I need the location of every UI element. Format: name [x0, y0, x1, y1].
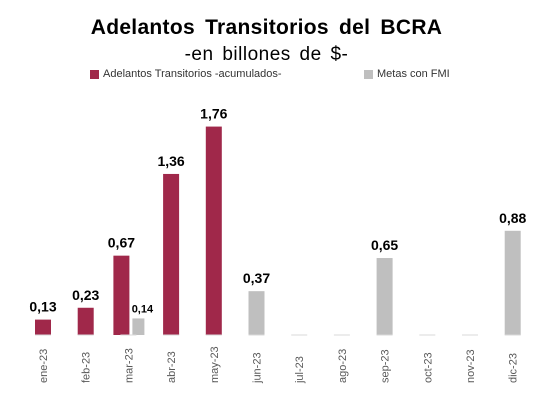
x-tick-label-ago-23: ago-23 [337, 349, 349, 383]
legend-swatch-metas [364, 69, 373, 79]
bar-metas-dic-23 [504, 230, 521, 335]
legend-swatch-adelantos [90, 69, 99, 79]
x-tick-label-nov-23: nov-23 [465, 349, 477, 383]
bar-metas-jun-23 [248, 291, 265, 335]
x-tick-label-may-23: may-23 [209, 346, 221, 383]
bar-adelantos-may-23 [205, 126, 222, 335]
data-label-metas-jun-23: 0,37 [243, 270, 270, 286]
x-tick-label-jun-23: jun-23 [252, 352, 264, 384]
x-tick-label-mar-23: mar-23 [123, 348, 135, 383]
data-label-metas-sep-23: 0,65 [371, 237, 398, 253]
x-tick-label-dic-23: dic-23 [508, 353, 520, 383]
bar-metas-mar-23 [132, 318, 145, 335]
data-label-adelantos-ene-23: 0,13 [29, 299, 56, 315]
x-tick-label-jul-23: jul-23 [294, 356, 306, 384]
data-label-metas-dic-23: 0,88 [499, 210, 526, 226]
legend-item-adelantos: Adelantos Transitorios -acumulados- [90, 68, 282, 80]
legend-label-metas: Metas con FMI [377, 68, 450, 80]
bar-adelantos-ene-23 [35, 319, 51, 335]
data-label-adelantos-mar-23: 0,67 [108, 235, 135, 251]
x-tick-label-oct-23: oct-23 [422, 352, 434, 383]
chart-title: Adelantos Transitorios del BCRA [90, 16, 443, 39]
x-tick-label-ene-23: ene-23 [38, 349, 50, 383]
x-tick-label-abr-23: abr-23 [166, 351, 178, 383]
chart-subtitle: -en billones de $- [184, 44, 349, 65]
bar-metas-sep-23 [376, 258, 393, 335]
x-tick-label-sep-23: sep-23 [380, 349, 392, 383]
bar-adelantos-mar-23 [113, 255, 130, 335]
data-label-metas-mar-23: 0,14 [132, 303, 154, 315]
legend-item-metas: Metas con FMI [364, 68, 450, 80]
x-tick-label-feb-23: feb-23 [81, 352, 93, 383]
bar-adelantos-abr-23 [163, 173, 180, 335]
data-label-adelantos-abr-23: 1,36 [157, 153, 184, 169]
legend-label-adelantos: Adelantos Transitorios -acumulados- [103, 68, 282, 80]
data-label-adelantos-feb-23: 0,23 [72, 287, 99, 303]
bar-adelantos-feb-23 [77, 307, 94, 335]
data-label-adelantos-may-23: 1,76 [200, 106, 227, 122]
